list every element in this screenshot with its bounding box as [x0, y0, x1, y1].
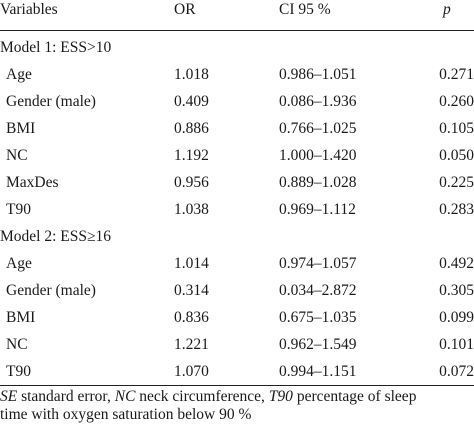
cell-p: 0.099 [439, 309, 474, 326]
table-row: Gender (male) 0.409 0.086–1.936 0.260 [0, 88, 474, 116]
group-label-model-2: Model 2: ESS≥16 [0, 228, 111, 245]
cell-ci: 0.986–1.051 [279, 66, 357, 83]
footnote-se-abbr: SE [0, 388, 18, 405]
cell-variable: T90 [6, 201, 31, 218]
group-label-model-1: Model 1: ESS>10 [0, 39, 112, 56]
cell-or: 0.836 [174, 309, 209, 326]
group-label-row-1: Model 1: ESS>10 [0, 34, 474, 62]
cell-variable: Gender (male) [6, 93, 96, 110]
cell-p: 0.305 [439, 282, 474, 299]
cell-p: 0.050 [439, 147, 474, 164]
table-row: NC 1.221 0.962–1.549 0.101 [0, 331, 474, 359]
cell-p: 0.492 [439, 255, 474, 272]
cell-p: 0.072 [439, 363, 474, 380]
cell-or: 0.314 [174, 282, 209, 299]
cell-or: 0.409 [174, 93, 209, 110]
group-label-row-2: Model 2: ESS≥16 [0, 223, 474, 251]
footnote-line-2: time with oxygen saturation below 90 % [0, 404, 474, 426]
cell-p: 0.105 [439, 120, 474, 137]
footnote-se-text: standard error, [17, 388, 115, 405]
footnote-nc-abbr: NC [114, 388, 136, 405]
cell-variable: BMI [6, 120, 36, 137]
cell-or: 1.070 [174, 363, 209, 380]
footnote-nc-text: neck circumference, [135, 388, 269, 405]
cell-variable: Age [6, 66, 32, 83]
header-rule [0, 30, 474, 31]
cell-ci: 0.969–1.112 [279, 201, 356, 218]
header-ci: CI 95 % [279, 1, 331, 18]
table-row: Age 1.014 0.974–1.057 0.492 [0, 250, 474, 278]
footnote-line-2-text: time with oxygen saturation below 90 % [0, 406, 252, 423]
cell-ci: 0.889–1.028 [279, 174, 357, 191]
cell-variable: T90 [6, 363, 31, 380]
table-row: T90 1.038 0.969–1.112 0.283 [0, 196, 474, 224]
cell-or: 1.038 [174, 201, 209, 218]
cell-ci: 0.974–1.057 [279, 255, 357, 272]
cell-variable: Gender (male) [6, 282, 96, 299]
header-p: p [443, 1, 451, 18]
cell-p: 0.225 [439, 174, 474, 191]
cell-or: 1.221 [174, 336, 209, 353]
header-or: OR [174, 1, 196, 18]
cell-ci: 0.086–1.936 [279, 93, 357, 110]
cell-ci: 0.675–1.035 [279, 309, 357, 326]
footnote-t90-abbr: T90 [268, 388, 293, 405]
footnote-t90-text: percentage of sleep [292, 388, 417, 405]
cell-variable: NC [6, 147, 28, 164]
table-header-row: Variables OR CI 95 % p [0, 0, 474, 24]
table-row: BMI 0.836 0.675–1.035 0.099 [0, 304, 474, 332]
cell-ci: 0.034–2.872 [279, 282, 357, 299]
cell-variable: MaxDes [6, 174, 59, 191]
table-row: T90 1.070 0.994–1.151 0.072 [0, 358, 474, 386]
cell-or: 1.018 [174, 66, 209, 83]
cell-variable: NC [6, 336, 28, 353]
cell-or: 1.014 [174, 255, 209, 272]
cell-ci: 0.962–1.549 [279, 336, 357, 353]
table-row: BMI 0.886 0.766–1.025 0.105 [0, 115, 474, 143]
cell-p: 0.260 [439, 93, 474, 110]
cell-variable: BMI [6, 309, 36, 326]
cell-p: 0.271 [439, 66, 474, 83]
cell-variable: Age [6, 255, 32, 272]
cell-ci: 1.000–1.420 [279, 147, 357, 164]
table-row: MaxDes 0.956 0.889–1.028 0.225 [0, 169, 474, 197]
cell-or: 0.956 [174, 174, 209, 191]
cell-ci: 0.994–1.151 [279, 363, 357, 380]
bottom-rule [0, 385, 474, 386]
cell-or: 1.192 [174, 147, 209, 164]
table-row: NC 1.192 1.000–1.420 0.050 [0, 142, 474, 170]
cell-p: 0.101 [439, 336, 474, 353]
table-row: Gender (male) 0.314 0.034–2.872 0.305 [0, 277, 474, 305]
cell-or: 0.886 [174, 120, 209, 137]
cell-p: 0.283 [439, 201, 474, 218]
header-variables: Variables [0, 1, 58, 18]
table-row: Age 1.018 0.986–1.051 0.271 [0, 61, 474, 89]
footnote-line-1: SE standard error, NC neck circumference… [0, 386, 474, 408]
cell-ci: 0.766–1.025 [279, 120, 357, 137]
